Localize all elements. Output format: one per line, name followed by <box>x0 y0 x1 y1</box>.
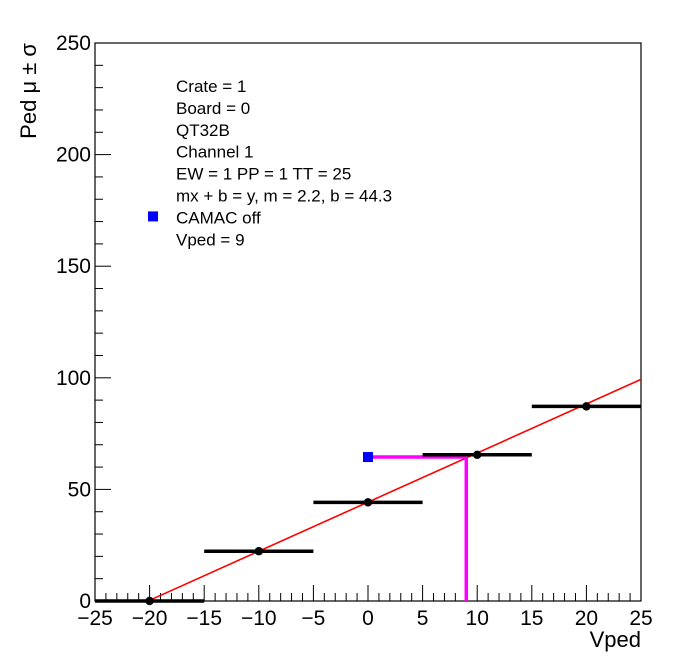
annotation-line: EW = 1 PP = 1 TT = 25 <box>176 165 351 184</box>
y-tick-label: 100 <box>56 367 91 390</box>
y-tick-label: 0 <box>79 590 91 613</box>
data-point <box>582 402 591 411</box>
annotation-line: Crate = 1 <box>176 77 246 96</box>
x-tick-labels: −25 −20 −15 −10 −5 0 5 10 15 20 25 <box>77 607 652 630</box>
x-axis-label: Vped <box>590 627 641 652</box>
x-tick-label: 25 <box>629 607 652 630</box>
data-point <box>473 450 482 460</box>
camac-off-marker <box>363 452 373 463</box>
y-tick-labels: 0 50 100 150 200 250 <box>56 32 91 613</box>
x-tick-label: 15 <box>520 607 543 630</box>
y-tick-label: 50 <box>68 478 91 501</box>
annotation-line: Board = 0 <box>176 99 250 118</box>
x-tick-label: 10 <box>466 607 489 630</box>
data-point <box>363 498 373 507</box>
x-tick-label: −25 <box>77 607 113 630</box>
x-tick-label: 20 <box>575 607 598 630</box>
data-point <box>145 596 154 606</box>
annotation-line: CAMAC off <box>176 208 261 227</box>
x-tick-label: −5 <box>301 607 325 630</box>
plot-frame <box>94 42 642 602</box>
annotation-box: Crate = 1 Board = 0 QT32B Channel 1 EW = 1 P… <box>148 77 392 249</box>
marker-lines <box>368 455 469 601</box>
annotation-line: Vped = 9 <box>176 230 245 249</box>
data-points <box>95 402 641 606</box>
fit-line <box>149 378 642 602</box>
y-tick-label: 250 <box>56 32 91 55</box>
x-tick-label: −20 <box>132 607 168 630</box>
x-tick-label: −15 <box>186 607 222 630</box>
x-tick-label: −10 <box>241 607 277 630</box>
legend-marker <box>148 211 158 222</box>
data-point <box>254 547 263 556</box>
x-tick-label: 5 <box>417 607 429 630</box>
x-tick-label: 0 <box>362 607 374 630</box>
annotation-line: QT32B <box>176 121 230 140</box>
y-tick-label: 200 <box>56 144 91 167</box>
annotation-line: Channel 1 <box>176 143 254 162</box>
y-tick-label: 150 <box>56 255 91 278</box>
y-axis-label: Ped μ ± σ <box>16 43 41 139</box>
annotation-line: mx + b = y, m = 2.2, b = 44.3 <box>176 187 392 206</box>
fit-line-segment <box>149 378 642 602</box>
